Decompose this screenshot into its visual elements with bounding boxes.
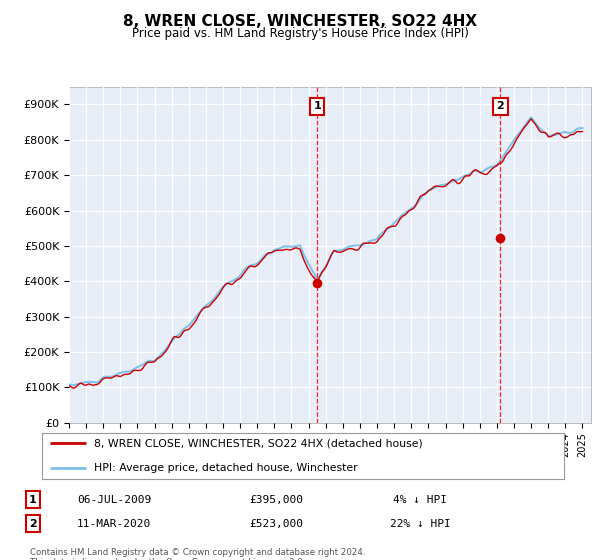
Text: 4% ↓ HPI: 4% ↓ HPI [393,494,447,505]
Text: 1: 1 [29,494,37,505]
Text: 11-MAR-2020: 11-MAR-2020 [77,519,151,529]
Text: 2: 2 [496,101,504,111]
Text: HPI: Average price, detached house, Winchester: HPI: Average price, detached house, Winc… [94,464,358,473]
Text: Price paid vs. HM Land Registry's House Price Index (HPI): Price paid vs. HM Land Registry's House … [131,27,469,40]
Text: 2: 2 [29,519,37,529]
Text: £523,000: £523,000 [249,519,303,529]
Text: £395,000: £395,000 [249,494,303,505]
Text: 8, WREN CLOSE, WINCHESTER, SO22 4HX: 8, WREN CLOSE, WINCHESTER, SO22 4HX [123,14,477,29]
Text: Contains HM Land Registry data © Crown copyright and database right 2024.
This d: Contains HM Land Registry data © Crown c… [30,548,365,560]
Text: 06-JUL-2009: 06-JUL-2009 [77,494,151,505]
Text: 22% ↓ HPI: 22% ↓ HPI [389,519,451,529]
Text: 1: 1 [313,101,321,111]
Text: 8, WREN CLOSE, WINCHESTER, SO22 4HX (detached house): 8, WREN CLOSE, WINCHESTER, SO22 4HX (det… [94,438,423,448]
